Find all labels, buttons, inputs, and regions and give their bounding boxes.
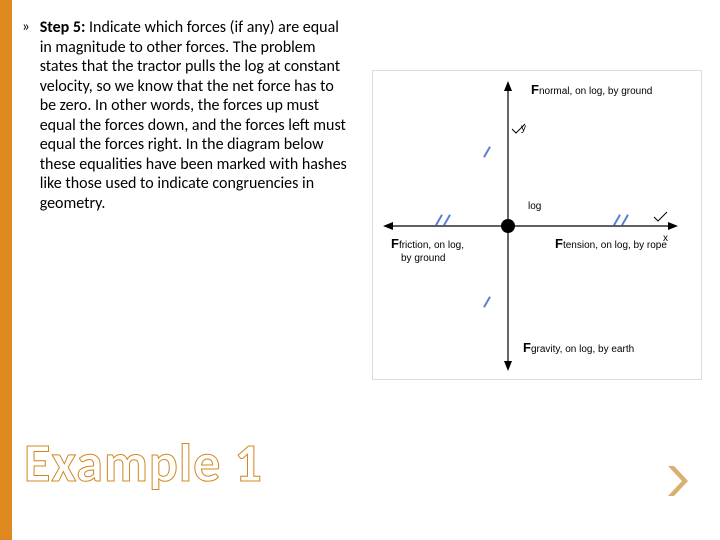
step-content: » Step 5: Indicate which forces (if any)…	[22, 18, 352, 213]
left-accent-bar	[0, 0, 12, 540]
log-label: log	[528, 201, 541, 212]
step-text: Indicate which forces (if any) are equal…	[40, 18, 347, 213]
force-tension-label: Ftension, on log, by rope	[555, 237, 667, 252]
bullet-marker: »	[22, 18, 30, 38]
step-label: Step 5:	[40, 18, 86, 37]
step-body: Step 5: Indicate which forces (if any) a…	[40, 18, 352, 213]
example-title: Example 1	[24, 430, 263, 496]
free-body-diagram: Fnormal, on log, by ground y log x Ffric…	[372, 70, 702, 380]
force-gravity-label: Fgravity, on log, by earth	[523, 341, 634, 356]
chevron-right-icon	[664, 464, 692, 498]
axis-y-label: y	[521, 123, 526, 134]
force-normal-label: Fnormal, on log, by ground	[531, 83, 652, 98]
diagram-svg	[373, 71, 703, 381]
force-friction-label: Ffriction, on log, by ground	[391, 237, 464, 265]
